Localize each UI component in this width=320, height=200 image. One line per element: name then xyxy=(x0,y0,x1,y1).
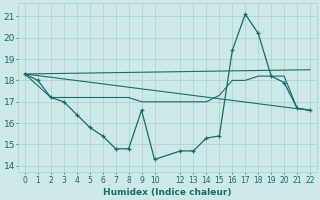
X-axis label: Humidex (Indice chaleur): Humidex (Indice chaleur) xyxy=(103,188,232,197)
